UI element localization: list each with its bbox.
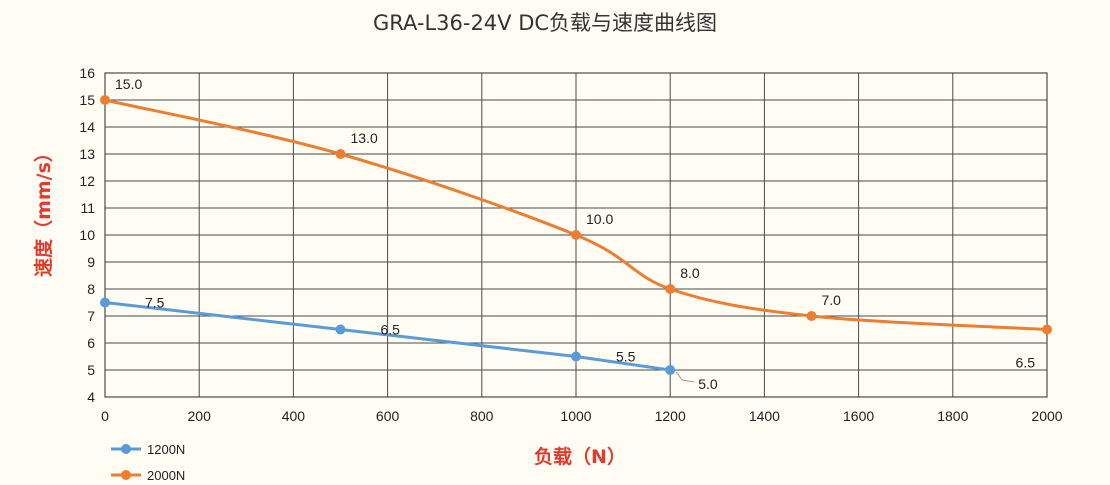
data-point (100, 297, 110, 308)
x-tick-label: 1200 (655, 408, 686, 424)
y-tick-labels: 4 5 6 7 8 9 10 11 12 13 14 15 16 (79, 65, 95, 405)
x-tick-label: 1400 (749, 408, 780, 424)
y-tick-label: 10 (79, 227, 95, 243)
data-point (571, 230, 581, 240)
y-tick-label: 12 (79, 173, 95, 189)
y-tick-label: 14 (79, 119, 95, 135)
data-point (571, 351, 581, 362)
data-label: 15.0 (115, 76, 142, 92)
x-tick-label: 0 (101, 408, 109, 424)
y-tick-label: 7 (87, 308, 95, 324)
series-2000N: 15.0 13.0 10.0 8.0 7.0 6.5 (100, 76, 1052, 371)
data-label: 13.0 (351, 130, 378, 146)
data-point (335, 324, 346, 335)
x-tick-label: 1600 (843, 408, 874, 424)
x-tick-label: 400 (282, 408, 306, 424)
legend-marker (121, 470, 131, 480)
grid-lines (104, 72, 1048, 398)
data-label: 6.5 (1016, 355, 1036, 371)
legend-label: 2000N (147, 468, 185, 483)
chart-title: GRA-L36-24V DC负载与速度曲线图 (373, 11, 717, 35)
x-tick-label: 600 (376, 408, 400, 424)
legend-label: 1200N (147, 442, 185, 457)
series-line (103, 98, 1049, 331)
x-tick-label: 1800 (937, 408, 968, 424)
y-tick-label: 9 (87, 254, 95, 270)
legend: 1200N 2000N (111, 442, 185, 483)
legend-marker (121, 444, 131, 454)
series-line (103, 301, 672, 372)
series-1200N: 7.5 6.5 5.5 5.0 (100, 295, 718, 392)
x-tick-label: 200 (188, 408, 212, 424)
data-label-leader (675, 371, 695, 383)
data-point (100, 95, 110, 105)
data-label: 6.5 (381, 322, 401, 338)
data-label: 8.0 (680, 265, 700, 281)
x-tick-label: 2000 (1031, 408, 1062, 424)
y-tick-label: 5 (87, 362, 95, 378)
x-tick-labels: 0 200 400 600 800 1000 1200 1400 1600 1800 2000 (101, 408, 1063, 424)
data-label: 7.5 (145, 295, 165, 311)
data-label: 7.0 (822, 292, 842, 308)
y-tick-label: 4 (87, 389, 95, 405)
data-point (665, 284, 676, 294)
y-tick-label: 8 (87, 281, 95, 297)
y-tick-label: 15 (79, 92, 95, 108)
y-tick-label: 16 (79, 65, 95, 81)
y-axis-title: 速度（mm/s） (32, 143, 55, 277)
data-label: 5.0 (698, 376, 718, 392)
data-label: 5.5 (616, 349, 636, 365)
data-point (335, 149, 346, 159)
data-point (806, 311, 817, 321)
x-axis-title: 负载（N） (534, 445, 626, 468)
y-tick-label: 13 (79, 146, 95, 162)
y-tick-label: 11 (80, 200, 95, 216)
x-tick-label: 1000 (560, 408, 591, 424)
x-tick-label: 800 (470, 408, 494, 424)
y-tick-label: 6 (87, 335, 95, 351)
series-group: 7.5 6.5 5.5 5.0 15.0 13.0 10.0 8.0 7.0 6.5 (100, 76, 1052, 392)
data-point (1042, 324, 1052, 335)
data-point (665, 365, 676, 375)
data-label: 10.0 (586, 211, 613, 227)
